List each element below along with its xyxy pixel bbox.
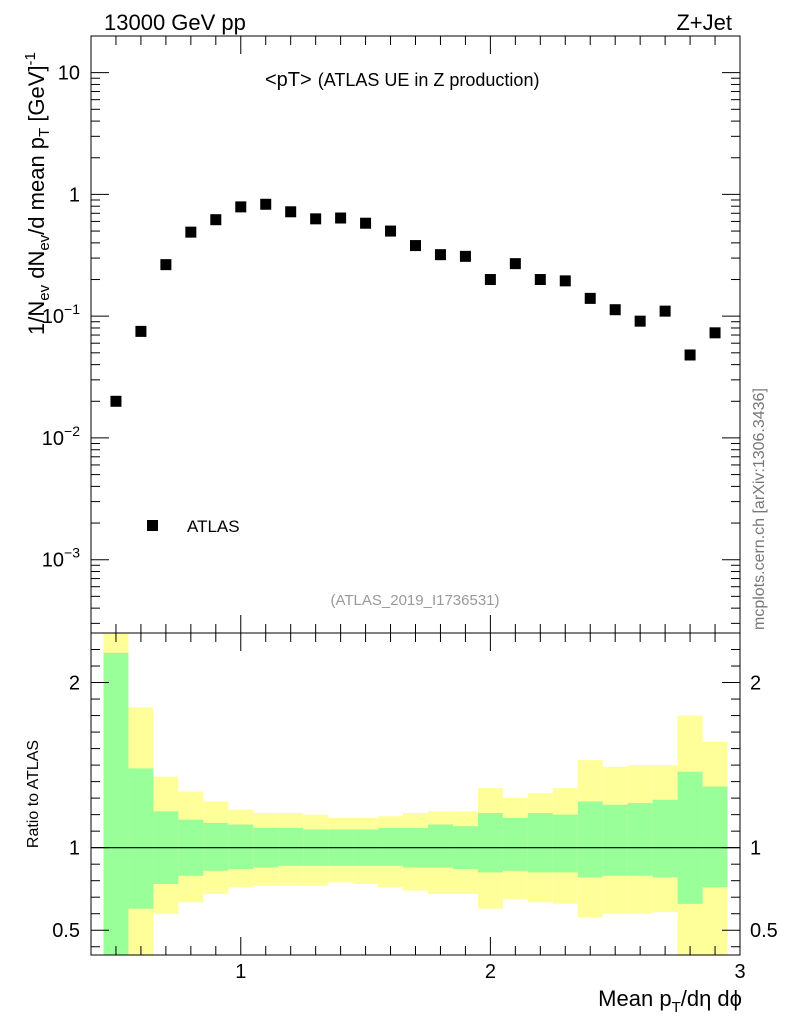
ratio-bands xyxy=(91,633,740,955)
stat-uncertainty-band xyxy=(552,814,578,873)
main-y-tick-label: 1 xyxy=(69,184,80,206)
stat-uncertainty-band xyxy=(427,824,453,868)
data-point xyxy=(684,349,696,361)
stat-uncertainty-band xyxy=(128,768,154,909)
data-point xyxy=(310,213,322,225)
data-point xyxy=(160,259,172,271)
ratio-y-tick-label: 2 xyxy=(69,673,80,695)
main-y-tick-label: 10−2 xyxy=(42,423,80,450)
ratio-axis-ticks: 1 2 30.5 0.51 12 2 xyxy=(52,632,778,983)
stat-uncertainty-band xyxy=(378,827,404,866)
source-side-label: mcplots.cern.ch [arXiv:1306.3436] xyxy=(751,388,768,630)
stat-uncertainty-band xyxy=(677,771,703,904)
data-point xyxy=(135,325,147,337)
data-point xyxy=(434,249,446,261)
main-y-tick-label: 10 xyxy=(58,63,80,85)
data-point xyxy=(509,258,521,270)
stat-uncertainty-band xyxy=(477,812,503,873)
stat-uncertainty-band xyxy=(228,824,254,870)
stat-uncertainty-band xyxy=(502,817,528,871)
data-point xyxy=(285,206,297,218)
data-point xyxy=(210,214,222,226)
stat-uncertainty-band xyxy=(278,827,304,866)
main-data-points xyxy=(110,198,721,407)
ratio-y-axis-label: Ratio to ATLAS xyxy=(25,740,42,848)
data-point xyxy=(634,315,646,327)
stat-uncertainty-band xyxy=(577,801,603,878)
data-point xyxy=(534,274,546,286)
legend-marker xyxy=(147,520,158,531)
ratio-y-tick-label: 1 xyxy=(69,838,80,860)
data-point xyxy=(110,395,122,407)
stat-uncertainty-band xyxy=(103,652,129,955)
ratio-y-tick-label-right: 0.5 xyxy=(750,920,778,942)
x-tick-label: 1 xyxy=(235,961,246,983)
legend-label: ATLAS xyxy=(187,517,240,536)
data-point xyxy=(609,304,621,316)
data-point xyxy=(584,292,596,304)
header-right-label: Z+Jet xyxy=(676,10,732,35)
header-left-label: 13000 GeV pp xyxy=(104,10,246,35)
data-point xyxy=(235,201,247,213)
data-point xyxy=(559,275,571,287)
stat-uncertainty-band xyxy=(527,812,553,873)
data-point xyxy=(459,250,471,262)
data-point xyxy=(335,212,347,224)
data-point xyxy=(709,327,721,339)
stat-uncertainty-band xyxy=(627,803,653,876)
x-tick-label: 3 xyxy=(734,961,745,983)
data-point xyxy=(410,240,421,252)
x-tick-label: 2 xyxy=(485,961,496,983)
stat-uncertainty-band xyxy=(652,799,678,878)
plot-title: <pT> (ATLAS UE in Z production) xyxy=(265,69,539,91)
main-axis-ticks: 10−3 10−2 10−1 1 10 xyxy=(42,35,741,633)
main-y-axis-label: 1/Nev dNev/d mean pT [GeV]-1 xyxy=(22,52,53,335)
main-y-tick-label: 10−3 xyxy=(42,545,80,572)
main-plot-frame xyxy=(90,35,741,634)
analysis-id-label: (ATLAS_2019_I1736531) xyxy=(330,592,499,609)
ratio-y-tick-label: 0.5 xyxy=(52,920,80,942)
data-point xyxy=(360,217,372,229)
stat-uncertainty-band xyxy=(602,804,628,876)
data-point xyxy=(484,274,496,286)
data-point xyxy=(385,225,397,237)
x-axis-label: Mean pT/dη dϕ xyxy=(598,986,742,1016)
ratio-y-tick-label-right: 2 xyxy=(750,673,761,695)
data-point xyxy=(185,226,197,238)
ratio-y-tick-label-right: 1 xyxy=(750,838,761,860)
main-y-tick-label: 10−1 xyxy=(42,301,80,328)
stat-uncertainty-band xyxy=(203,822,229,871)
stat-uncertainty-band xyxy=(702,786,728,888)
data-point xyxy=(260,198,272,210)
data-point xyxy=(659,305,671,317)
